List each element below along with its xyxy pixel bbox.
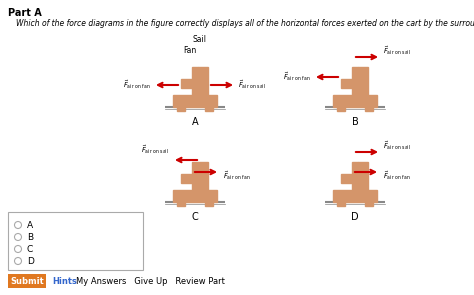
Text: D: D (351, 212, 359, 222)
Bar (358, 67, 368, 97)
Bar (333, 95, 377, 107)
Text: $\vec{F}_{\mathrm{air\ on\ fan}}$: $\vec{F}_{\mathrm{air\ on\ fan}}$ (383, 170, 410, 182)
Bar (198, 67, 208, 97)
Text: Submit: Submit (10, 276, 44, 286)
Bar (181, 79, 192, 88)
Bar (341, 79, 352, 88)
Bar (337, 106, 345, 111)
Bar (8, 212, 143, 270)
Text: Part A: Part A (8, 8, 42, 18)
Text: $\vec{F}_{\mathrm{air\ on\ fan}}$: $\vec{F}_{\mathrm{air\ on\ fan}}$ (283, 71, 311, 83)
Text: Fan: Fan (183, 46, 197, 55)
Bar (173, 190, 217, 202)
Bar (365, 201, 373, 206)
Bar (365, 106, 373, 111)
Text: $\vec{F}_{\mathrm{air\ on\ sail}}$: $\vec{F}_{\mathrm{air\ on\ sail}}$ (383, 140, 411, 152)
Bar (341, 174, 352, 183)
Text: $\vec{F}_{\mathrm{air\ on\ sail}}$: $\vec{F}_{\mathrm{air\ on\ sail}}$ (141, 144, 169, 156)
Bar (192, 67, 198, 97)
Text: $\vec{F}_{\mathrm{air\ on\ fan}}$: $\vec{F}_{\mathrm{air\ on\ fan}}$ (123, 79, 151, 91)
Bar (181, 174, 192, 183)
Bar (173, 95, 217, 107)
Bar (205, 106, 213, 111)
Text: Which of the force diagrams in the figure correctly displays all of the horizont: Which of the force diagrams in the figur… (16, 19, 474, 28)
Text: Sail: Sail (193, 35, 207, 44)
Text: C: C (191, 212, 199, 222)
Text: B: B (352, 117, 358, 127)
Text: C: C (27, 245, 33, 253)
Bar (333, 190, 377, 202)
Text: D: D (27, 256, 34, 266)
Text: $\vec{F}_{\mathrm{air\ on\ sail}}$: $\vec{F}_{\mathrm{air\ on\ sail}}$ (383, 45, 411, 57)
Bar (198, 162, 208, 192)
Bar (177, 106, 185, 111)
Bar (192, 162, 198, 192)
Bar (8, 274, 46, 288)
Text: $\vec{F}_{\mathrm{air\ on\ sail}}$: $\vec{F}_{\mathrm{air\ on\ sail}}$ (238, 79, 266, 91)
Bar (205, 201, 213, 206)
Text: Hints: Hints (52, 276, 77, 286)
Text: My Answers   Give Up   Review Part: My Answers Give Up Review Part (76, 276, 225, 286)
Text: $\vec{F}_{\mathrm{air\ on\ fan}}$: $\vec{F}_{\mathrm{air\ on\ fan}}$ (223, 170, 251, 182)
Text: A: A (27, 220, 33, 230)
Text: A: A (191, 117, 198, 127)
Bar (352, 67, 358, 97)
Bar (358, 162, 368, 192)
Text: B: B (27, 232, 33, 242)
Bar (177, 201, 185, 206)
Bar (352, 162, 358, 192)
Bar (337, 201, 345, 206)
